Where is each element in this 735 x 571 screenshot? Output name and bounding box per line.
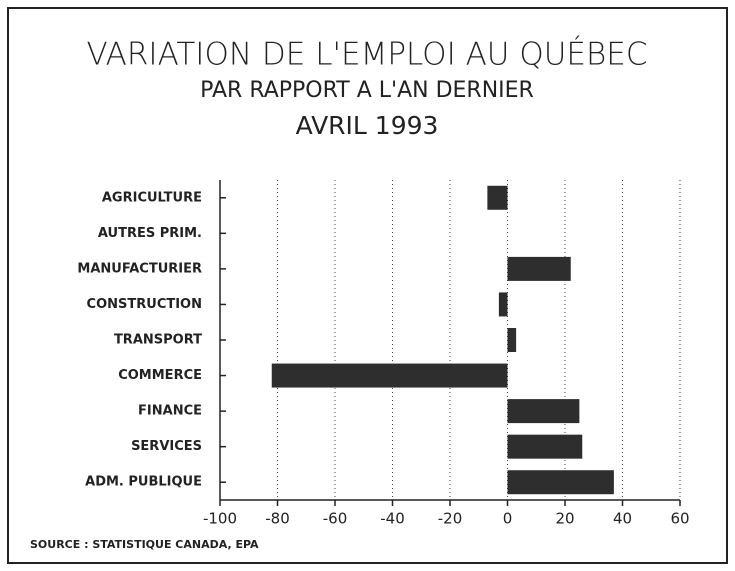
x-tick-label: -80 [265,510,290,528]
chart-title: VARIATION DE L'EMPLOI AU QUÉBEC [86,37,647,73]
x-tick-label: 20 [555,510,574,528]
bar [507,399,580,424]
source-note: SOURCE : STATISTIQUE CANADA, EPA [30,538,259,551]
bar [271,363,508,388]
bar [507,256,571,281]
x-tick-label: 40 [613,510,632,528]
x-tick-label: -60 [323,510,348,528]
y-tick-label: ADM. PUBLIQUE [85,475,202,490]
y-tick-label: CONSTRUCTION [87,297,202,312]
bar [487,185,508,210]
y-tick-label: SERVICES [131,439,202,454]
bar [507,470,614,495]
y-tick-label: COMMERCE [118,368,202,383]
bar [498,292,508,317]
y-tick-label: AUTRES PRIM. [98,226,202,241]
bar [507,328,517,352]
y-tick-label: AGRICULTURE [102,190,202,205]
chart-subtitle: AVRIL 1993 [296,111,439,140]
y-tick-label: TRANSPORT [114,333,202,348]
x-tick-label: 60 [670,510,689,528]
x-tick-label: -20 [438,510,463,528]
x-tick-label: -100 [203,510,237,528]
y-tick-label: MANUFACTURIER [77,261,202,276]
chart-subtitle: PAR RAPPORT A L'AN DERNIER [200,78,534,103]
x-tick-label: 0 [503,510,513,528]
frame [7,7,728,564]
y-tick-label: FINANCE [138,404,202,419]
bar [507,434,583,459]
x-tick-label: -40 [380,510,405,528]
